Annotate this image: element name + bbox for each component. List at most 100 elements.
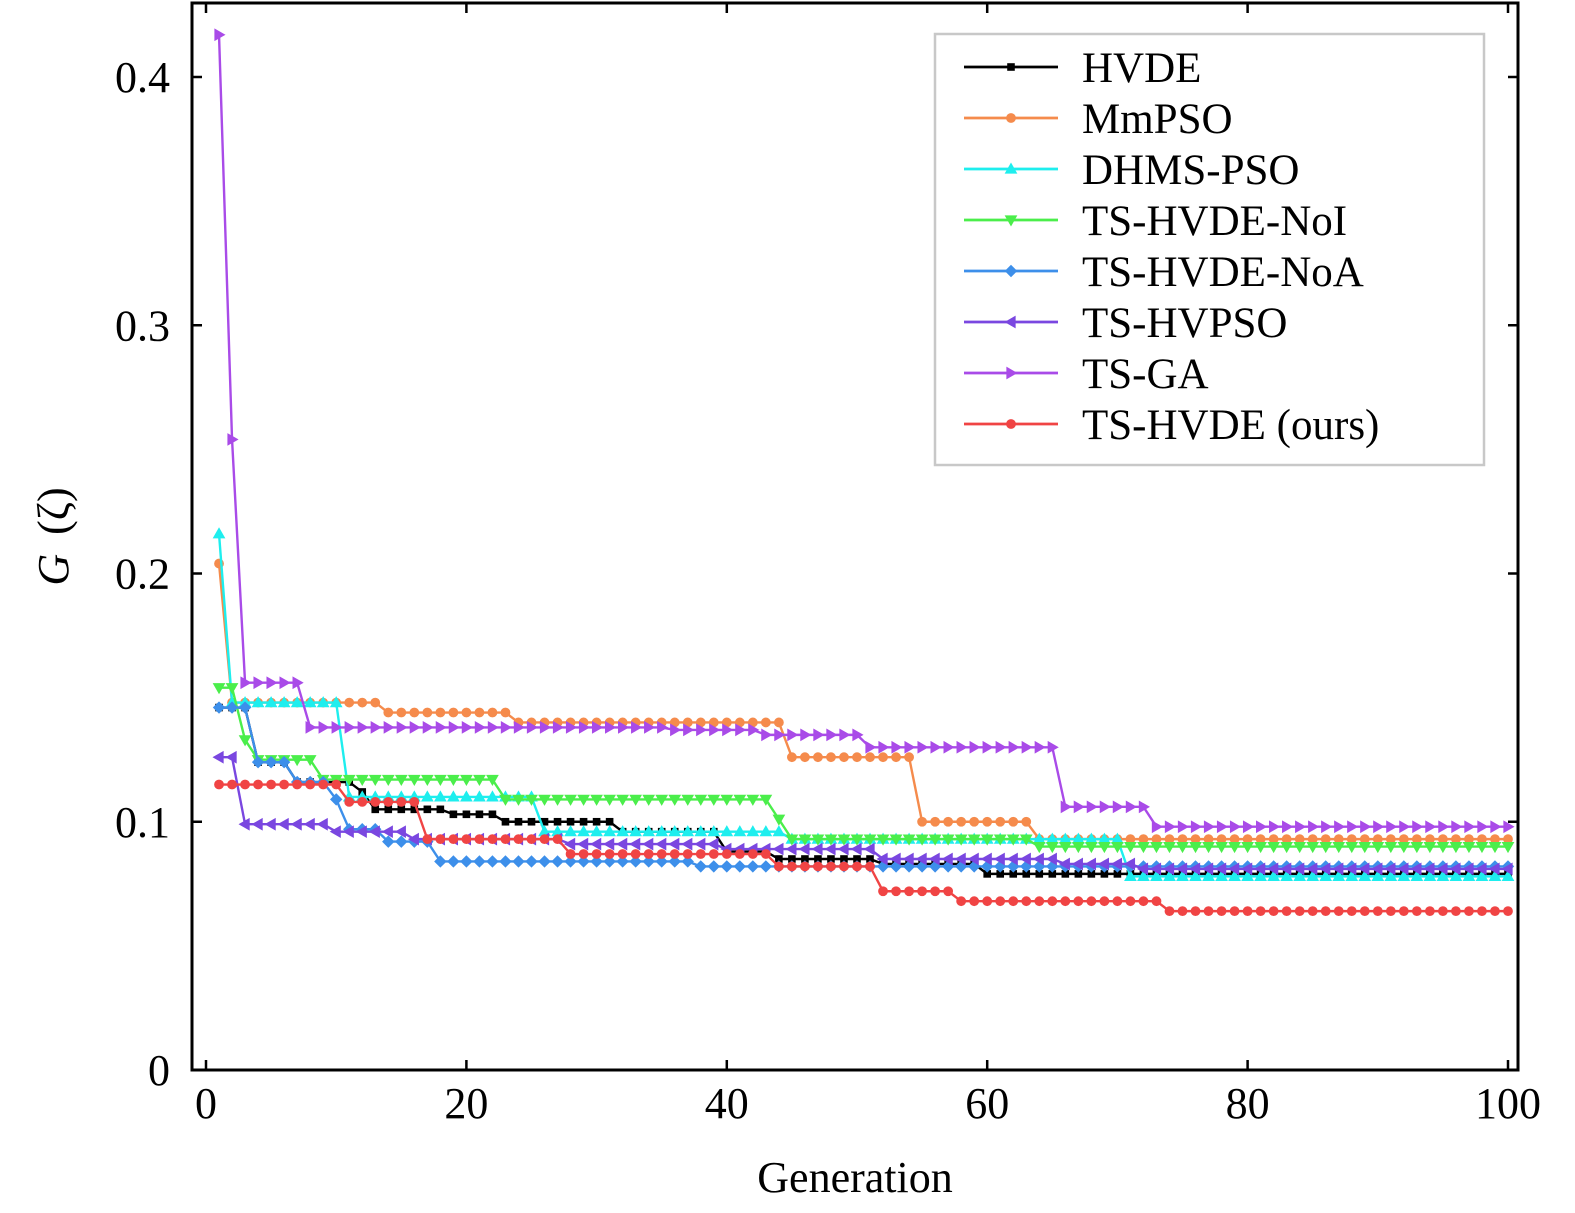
data-point (1190, 820, 1203, 834)
data-point (655, 794, 669, 806)
data-point (551, 855, 564, 868)
data-point (760, 717, 771, 728)
data-point (746, 794, 760, 806)
data-point (303, 817, 315, 831)
data-point (486, 774, 499, 787)
data-point (514, 817, 523, 826)
data-point (1436, 841, 1450, 854)
data-point (1006, 113, 1016, 123)
data-point (1371, 869, 1385, 881)
data-point (279, 779, 290, 790)
data-point (863, 842, 875, 856)
data-point (837, 834, 851, 846)
data-point (462, 810, 471, 819)
data-point (967, 834, 981, 846)
series-line (219, 686, 1508, 848)
data-point (1267, 869, 1281, 881)
y-tick-label: 0.4 (115, 53, 170, 102)
data-point (331, 721, 343, 734)
data-point (316, 696, 330, 708)
data-point (1112, 896, 1123, 907)
data-point (1203, 820, 1216, 834)
data-point (590, 837, 602, 851)
data-point (251, 696, 265, 708)
data-point (474, 834, 485, 845)
data-point (461, 834, 472, 845)
data-point (475, 810, 484, 819)
data-point (1371, 841, 1385, 854)
data-point (590, 855, 603, 868)
data-point (1006, 852, 1018, 866)
data-point (500, 721, 512, 734)
data-point (305, 779, 316, 790)
data-point (240, 676, 252, 690)
data-point (368, 774, 382, 787)
data-point (1086, 896, 1097, 907)
data-point (956, 816, 967, 827)
data-point (501, 817, 510, 826)
data-point (578, 721, 591, 734)
data-point (423, 805, 432, 814)
data-point (1255, 906, 1266, 917)
data-point (774, 728, 786, 742)
data-point (1008, 896, 1019, 907)
data-point (1397, 862, 1409, 876)
data-point (1280, 841, 1294, 854)
data-point (1345, 841, 1359, 854)
data-point (760, 849, 771, 859)
data-point (1203, 906, 1214, 917)
data-point (1006, 834, 1020, 846)
legend-item: MmPSO (964, 96, 1233, 143)
data-point (707, 825, 721, 837)
data-point (1084, 841, 1098, 854)
data-point (1189, 841, 1202, 854)
data-point (1176, 869, 1189, 881)
data-point (902, 834, 916, 846)
data-point (813, 752, 823, 763)
data-point (1475, 862, 1487, 876)
data-point (1034, 740, 1046, 754)
data-point (1293, 869, 1307, 881)
data-point (1397, 869, 1411, 881)
data-point (420, 790, 434, 802)
data-point (1163, 869, 1176, 881)
data-point (839, 728, 851, 742)
data-point (1242, 820, 1255, 834)
data-point (603, 837, 615, 851)
data-point (449, 810, 458, 819)
data-point (708, 849, 719, 859)
data-point (655, 837, 667, 851)
data-point (397, 805, 406, 814)
data-point (629, 794, 643, 806)
data-point (371, 805, 380, 814)
data-point (1008, 740, 1020, 754)
data-point (995, 740, 1007, 754)
data-point (733, 825, 747, 837)
data-point (681, 837, 693, 851)
data-point (995, 896, 1006, 907)
data-point (1073, 896, 1084, 907)
x-tick-label: 40 (705, 1079, 749, 1128)
data-point (1019, 852, 1031, 866)
data-point (629, 837, 641, 851)
series-ts-hvde-ours (214, 779, 1513, 917)
data-point (1228, 862, 1240, 876)
data-point (383, 796, 394, 807)
data-point (616, 825, 630, 837)
data-point (565, 849, 576, 859)
data-point (878, 886, 888, 897)
data-point (225, 701, 239, 714)
data-point (735, 723, 747, 737)
data-point (917, 740, 929, 754)
data-point (642, 794, 656, 806)
data-point (629, 855, 642, 868)
data-point (1267, 841, 1281, 854)
data-point (566, 817, 575, 826)
legend-label: TS-HVPSO (1082, 300, 1288, 347)
data-point (486, 790, 499, 802)
data-point (1177, 906, 1188, 917)
data-point (344, 721, 356, 734)
data-point (1254, 841, 1267, 854)
data-point (407, 832, 419, 846)
data-point (1268, 906, 1279, 917)
